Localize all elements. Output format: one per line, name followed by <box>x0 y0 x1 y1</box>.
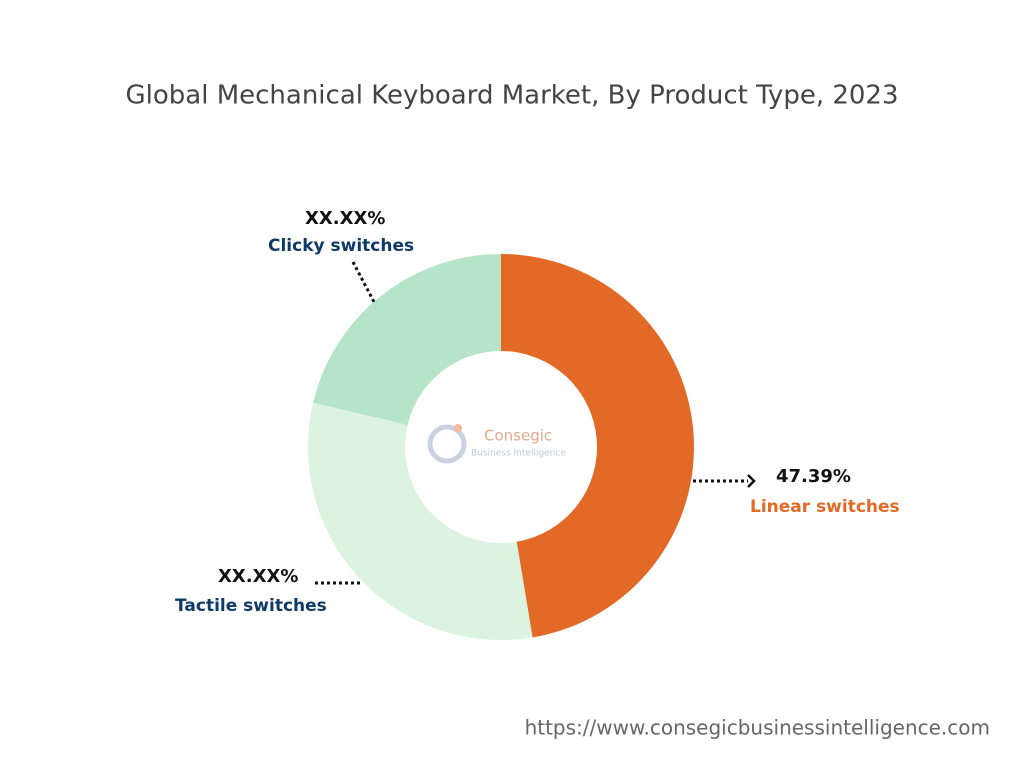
logo-dot <box>454 424 462 432</box>
chart-title: Global Mechanical Keyboard Market, By Pr… <box>125 81 898 111</box>
category-label: Clicky switches <box>268 236 414 256</box>
category-label: Tactile switches <box>175 596 327 616</box>
logo-ring <box>427 424 467 464</box>
donut-slice <box>307 402 533 640</box>
value-label: 47.39% <box>776 466 851 487</box>
donut-slice <box>501 254 694 638</box>
leader-arrow <box>747 474 756 488</box>
logo-tagline: Business Intelligence <box>471 449 566 459</box>
logo-name: Consegic <box>484 427 552 445</box>
value-label: XX.XX% <box>218 566 298 587</box>
category-label: Linear switches <box>750 497 900 517</box>
leader-line <box>351 261 376 303</box>
source-url: https://www.consegicbusinessintelligence… <box>525 716 990 740</box>
donut-slice <box>313 253 501 425</box>
value-label: XX.XX% <box>305 208 385 229</box>
